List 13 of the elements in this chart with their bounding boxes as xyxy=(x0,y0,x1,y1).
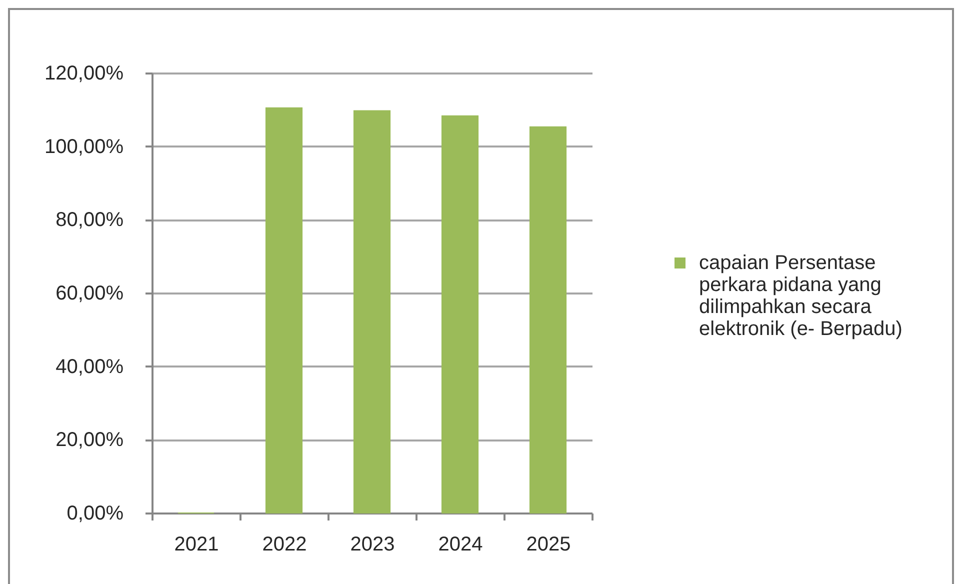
x-tick-label: 2023 xyxy=(350,534,395,556)
y-tick-label: 80,00% xyxy=(56,209,124,232)
x-tick-label: 2025 xyxy=(526,534,571,556)
y-tick-label: 60,00% xyxy=(56,282,124,304)
legend-label: capaian Persentase perkara pidana yang dilimpahkan secara elektronik (e- Berpadu) xyxy=(699,252,902,340)
x-tick-label: 2024 xyxy=(438,534,483,556)
y-tick-label: 0,00% xyxy=(66,502,124,524)
y-tick-label: 20,00% xyxy=(56,429,124,452)
x-tick-label: 2022 xyxy=(262,534,307,556)
y-tick-label: 120,00% xyxy=(44,62,124,84)
y-tick-label: 40,00% xyxy=(56,356,124,378)
y-tick-label: 100,00% xyxy=(44,136,124,158)
x-tick-label: 2021 xyxy=(174,534,219,556)
